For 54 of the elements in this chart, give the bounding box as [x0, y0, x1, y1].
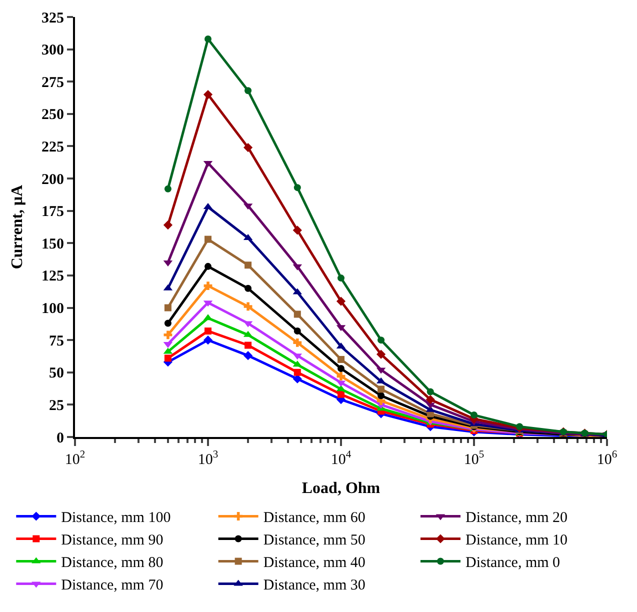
legend-label: Distance, mm 70 [61, 578, 164, 594]
y-tick-label: 150 [42, 236, 64, 252]
y-tick-label: 300 [42, 42, 64, 59]
point [338, 365, 344, 372]
legend-label: Distance, mm 90 [61, 532, 164, 549]
legend-label: Distance, mm 60 [263, 510, 366, 526]
legend-label: Distance, mm 100 [61, 510, 171, 526]
point [336, 296, 346, 306]
point [338, 390, 344, 398]
y-tick-label: 325 [42, 10, 64, 26]
legend-label: Distance, mm 80 [61, 555, 164, 572]
point [338, 274, 344, 282]
y-axis-title: Current, μA [8, 184, 26, 270]
point [203, 336, 213, 345]
point [338, 356, 344, 363]
point [204, 262, 212, 270]
x-axis-title: Load, Ohm [302, 480, 381, 498]
y-tick-label: 250 [42, 107, 64, 124]
legend-label: Distance, mm 50 [263, 532, 366, 549]
x-tick-label: 10$^{5}$ [464, 450, 484, 468]
point [203, 90, 213, 100]
y-tick-label: 275 [42, 74, 64, 91]
legend-label: Distance, mm 40 [263, 555, 366, 572]
x-tick-label: 10$^{4}$ [330, 450, 352, 468]
point [294, 328, 301, 335]
x-tick-label: 10$^{6}$ [596, 450, 618, 468]
point [426, 388, 434, 396]
y-tick-label: 225 [42, 139, 64, 156]
y-tick-label: 50 [49, 366, 64, 382]
point [294, 368, 301, 376]
point [292, 226, 302, 235]
legend-label: Distance, mm 30 [263, 578, 366, 594]
point [294, 310, 301, 318]
point [204, 282, 212, 290]
legend-label: Distance, mm 0 [465, 555, 560, 572]
legend-label: Distance, mm 20 [465, 510, 568, 526]
point [470, 412, 478, 419]
y-tick-label: 200 [42, 172, 64, 188]
y-tick-label: 0 [56, 430, 64, 446]
point [204, 328, 212, 335]
y-tick-label: 125 [42, 268, 64, 285]
point [294, 184, 301, 192]
y-tick-label: 25 [49, 398, 64, 414]
point [426, 394, 435, 404]
x-tick-label: 10$^{3}$ [198, 450, 218, 468]
point [336, 372, 346, 380]
y-tick-label: 100 [42, 301, 64, 318]
y-tick-label: 75 [49, 333, 64, 350]
x-tick-label: 10$^{2}$ [64, 450, 86, 468]
legend-label: Distance, mm 10 [465, 532, 568, 549]
point [293, 338, 302, 347]
point [204, 236, 212, 243]
y-tick-label: 175 [42, 204, 64, 220]
point [204, 35, 212, 42]
